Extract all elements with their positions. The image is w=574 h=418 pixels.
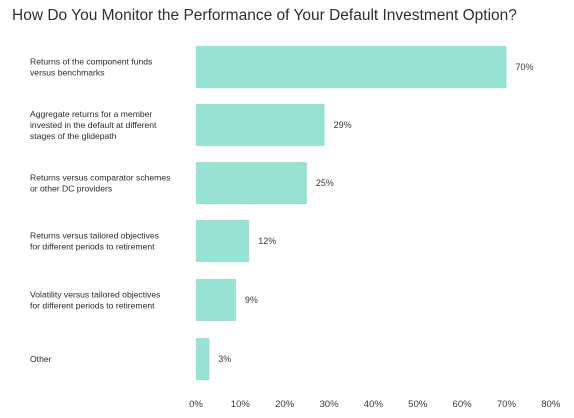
- bar-4: [196, 279, 236, 321]
- bars: [196, 46, 507, 380]
- x-tick-8: 80%: [541, 399, 561, 410]
- x-tick-3: 30%: [319, 399, 339, 410]
- x-tick-5: 50%: [408, 399, 428, 410]
- x-tick-7: 70%: [497, 399, 517, 410]
- bar-0: [196, 46, 507, 88]
- x-tick-6: 60%: [452, 399, 472, 410]
- category-labels: Returns of the component funds versus ben…: [30, 57, 170, 365]
- value-labels: 70% 29% 25% 12% 9% 3%: [218, 62, 533, 364]
- value-label-2: 25%: [316, 178, 334, 188]
- value-label-3: 12%: [258, 236, 276, 246]
- category-label-5: Other: [30, 354, 52, 364]
- value-label-5: 3%: [218, 354, 231, 364]
- x-axis-ticks: 0% 10% 20% 30% 40% 50% 60% 70% 80%: [189, 399, 561, 410]
- value-label-4: 9%: [245, 295, 258, 305]
- x-tick-2: 20%: [275, 399, 295, 410]
- chart-title: How Do You Monitor the Performance of Yo…: [12, 7, 517, 24]
- category-label-3: Returns versus tailored objectives for di…: [30, 231, 159, 252]
- category-label-2: Returns versus comparator schemes or othe…: [30, 173, 170, 194]
- bar-5: [196, 338, 210, 380]
- category-label-1: Aggregate returns for a member invested i…: [30, 109, 157, 141]
- x-tick-0: 0%: [189, 399, 203, 410]
- category-label-0: Returns of the component funds versus ben…: [30, 57, 152, 78]
- category-label-4: Volatility versus tailored objectives for…: [30, 290, 160, 311]
- bar-3: [196, 220, 250, 262]
- value-label-0: 70%: [515, 62, 533, 72]
- x-tick-4: 40%: [364, 399, 384, 410]
- value-label-1: 29%: [334, 120, 352, 130]
- x-tick-1: 10%: [231, 399, 251, 410]
- bar-2: [196, 162, 307, 204]
- bar-1: [196, 104, 325, 146]
